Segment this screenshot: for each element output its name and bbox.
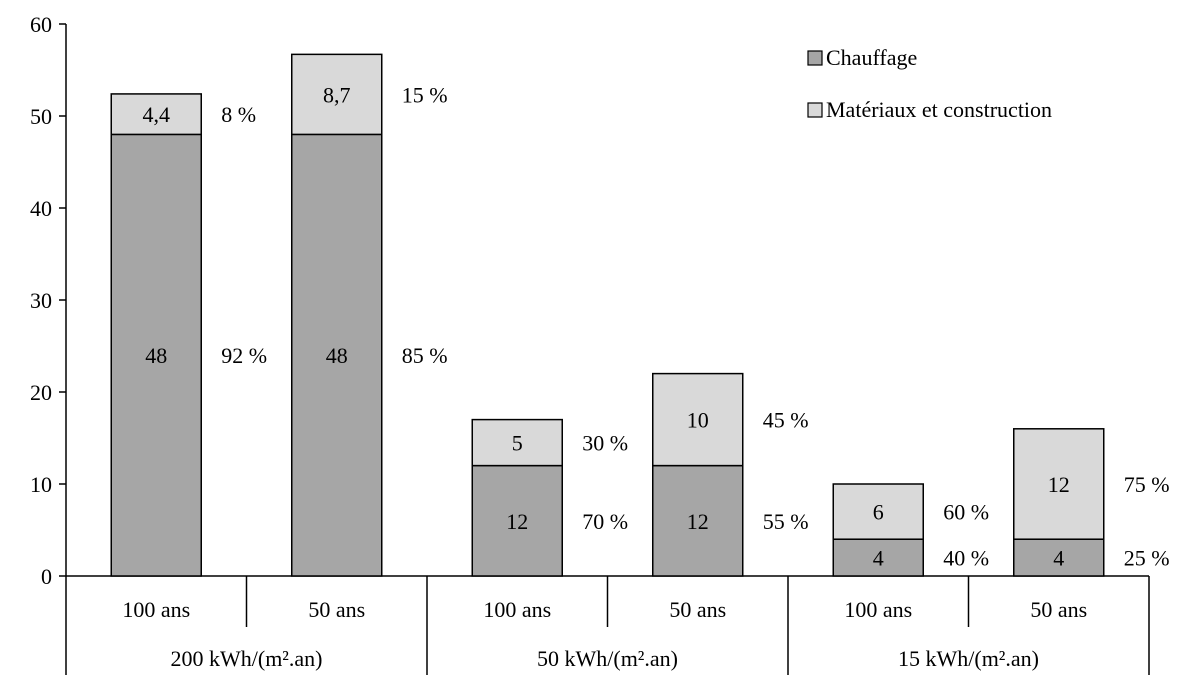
data-label: 4,4 <box>143 102 171 127</box>
data-label: 12 <box>1048 472 1070 497</box>
percent-label: 85 % <box>402 343 448 368</box>
legend-swatch <box>807 102 823 118</box>
data-label: 8,7 <box>323 82 351 107</box>
data-label: 4 <box>1053 546 1064 571</box>
y-tick-label: 60 <box>30 12 52 37</box>
percent-label: 55 % <box>763 509 809 534</box>
percent-label: 25 % <box>1124 546 1170 571</box>
percent-label: 30 % <box>582 431 628 456</box>
bar-segment <box>291 53 383 136</box>
y-tick-label: 10 <box>30 472 52 497</box>
data-label: 10 <box>687 408 709 433</box>
legend: Chauffage Matériaux et construction <box>807 45 1052 122</box>
x-category-label: 100 ans <box>483 597 551 622</box>
percent-label: 40 % <box>943 546 989 571</box>
bar-segment <box>110 93 202 136</box>
labels: 48 92 % 4,4 8 % 48 85 % 8,7 15 % 12 70 % 5 30 % 12 55… <box>143 82 1170 570</box>
x-category-label: 100 ans <box>122 597 190 622</box>
y-tick-label: 0 <box>41 564 52 589</box>
x-category-label: 50 ans <box>669 597 726 622</box>
legend-label: Matériaux et construction <box>826 97 1052 122</box>
data-label: 48 <box>326 343 348 368</box>
x-group-label: 50 kWh/(m².an) <box>537 646 678 671</box>
bars <box>110 53 1105 577</box>
x-group-label: 200 kWh/(m².an) <box>170 646 322 671</box>
data-label: 48 <box>145 343 167 368</box>
percent-label: 60 % <box>943 500 989 525</box>
bar-segment <box>1013 428 1105 540</box>
bar-segment <box>110 133 202 577</box>
data-label: 12 <box>506 509 528 534</box>
percent-label: 15 % <box>402 82 448 107</box>
y-tick-label: 20 <box>30 380 52 405</box>
percent-label: 70 % <box>582 509 628 534</box>
bar-segment <box>652 372 744 467</box>
percent-label: 45 % <box>763 408 809 433</box>
x-category-label: 100 ans <box>844 597 912 622</box>
percent-label: 92 % <box>221 343 267 368</box>
legend-label: Chauffage <box>826 45 917 70</box>
bar-segment <box>832 483 924 540</box>
bar-segment <box>471 418 563 467</box>
data-label: 5 <box>512 431 523 456</box>
percent-label: 8 % <box>221 102 256 127</box>
bar-segment <box>291 133 383 577</box>
data-label: 6 <box>873 500 884 525</box>
data-label: 12 <box>687 509 709 534</box>
y-tick-label: 30 <box>30 288 52 313</box>
bar-segment <box>652 464 744 577</box>
y-tick-label: 50 <box>30 104 52 129</box>
y-tick-label: 40 <box>30 196 52 221</box>
x-category-label: 50 ans <box>1030 597 1087 622</box>
data-label: 4 <box>873 546 884 571</box>
x-category-label: 50 ans <box>308 597 365 622</box>
percent-label: 75 % <box>1124 472 1170 497</box>
legend-swatch <box>807 50 823 66</box>
x-group-label: 15 kWh/(m².an) <box>898 646 1039 671</box>
axes: 0 10 20 30 40 50 60 100 ans 50 ans 100 ans 50 ans 1… <box>30 12 1150 675</box>
